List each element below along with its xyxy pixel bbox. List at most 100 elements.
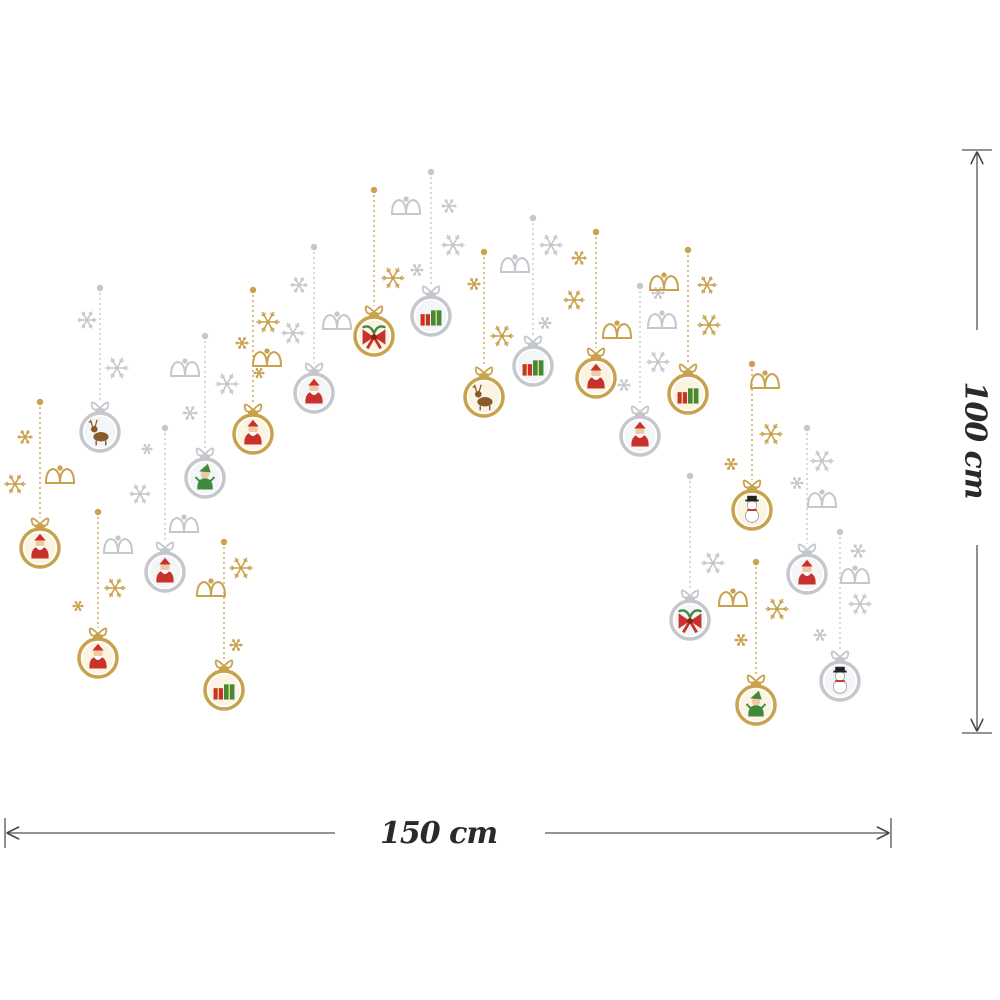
ornament-7-santa <box>232 286 274 455</box>
ornament-2-santa <box>19 398 61 569</box>
ornament-3-santa <box>77 508 119 679</box>
snowflake-icon-33 <box>759 423 783 445</box>
snowflake-icon-15 <box>235 337 249 349</box>
snowflake-icon-25 <box>538 317 552 329</box>
ornament-5-santa <box>144 424 186 593</box>
snowflake-icon-3 <box>17 430 33 444</box>
snowflake-icon-38 <box>765 598 789 620</box>
ornament-14-santa <box>619 282 661 457</box>
snowflake-icon-6 <box>141 443 153 455</box>
snowflake-icon-9 <box>215 373 239 395</box>
snowflake-icon-2 <box>105 357 129 379</box>
snowflake-icon-24 <box>539 234 563 256</box>
snowflake-icon-13 <box>256 311 280 333</box>
ornament-11-reindeer <box>463 248 505 418</box>
santa-icon <box>156 557 174 583</box>
snowflake-icon-34 <box>724 458 738 470</box>
ornament-16-snowman <box>731 360 773 531</box>
snowflake-icon-35 <box>810 450 834 472</box>
bells-icon-5 <box>195 578 227 597</box>
snowflake-icon-39 <box>734 634 748 646</box>
bells-icon-16 <box>839 565 871 584</box>
snowflake-icon-20 <box>441 199 457 213</box>
gifts-icon <box>677 388 699 404</box>
snowflake-icon-1 <box>77 311 97 329</box>
santa-icon <box>305 378 323 404</box>
gifts-icon <box>522 360 544 376</box>
ornament-layer <box>19 168 861 726</box>
snowflake-icon-21 <box>410 264 424 276</box>
snowflake-icon-28 <box>697 276 717 294</box>
snowflake-icon-36 <box>790 477 804 489</box>
bells-icon-9 <box>499 254 531 273</box>
snowflake-icon-17 <box>253 367 265 379</box>
height-dimension <box>962 149 992 734</box>
santa-icon <box>244 419 262 445</box>
santa-icon <box>587 363 605 389</box>
bells-icon-1 <box>44 465 76 484</box>
santa-icon <box>631 421 649 447</box>
santa-icon <box>89 643 107 669</box>
ornament-8-santa <box>293 243 335 414</box>
snowflake-icon-12 <box>229 639 243 651</box>
ornament-1-reindeer <box>79 284 121 453</box>
snowflake-icon-32 <box>651 287 665 299</box>
santa-icon <box>798 559 816 585</box>
bells-icon-2 <box>102 535 134 554</box>
bells-icon-3 <box>169 358 201 377</box>
bow-icon <box>362 325 386 350</box>
bells-icon-12 <box>646 310 678 329</box>
snowflake-icon-26 <box>571 251 587 265</box>
reindeer-icon <box>88 419 109 446</box>
snowman-icon <box>744 495 760 523</box>
snowflake-icon-8 <box>72 600 84 612</box>
snowflake-icon-14 <box>281 322 305 344</box>
snowflake-icon-4 <box>4 474 26 494</box>
snowflake-icon-30 <box>646 351 670 373</box>
snowman-icon <box>832 666 848 694</box>
ornament-10-gifts <box>410 168 452 337</box>
snowflake-icon-18 <box>381 267 405 289</box>
elf-icon <box>745 690 767 717</box>
width-dimension <box>4 818 892 848</box>
snowflake-icon-19 <box>441 234 465 256</box>
snowflake-icon-7 <box>104 578 126 598</box>
bells-icon-6 <box>251 348 283 367</box>
snowflake-icon-29 <box>697 314 721 336</box>
snowflake-icon-40 <box>848 593 872 615</box>
snowflake-icon-27 <box>563 290 585 310</box>
ornament-4-elf <box>184 332 226 499</box>
bells-icon-13 <box>749 370 781 389</box>
gifts-icon <box>213 684 235 700</box>
elf-icon <box>194 463 216 490</box>
bells-icon-8 <box>390 196 422 215</box>
bow-icon <box>678 609 702 634</box>
reindeer-icon <box>472 384 493 411</box>
bells-icon-4 <box>168 514 200 533</box>
snowflake-icon-11 <box>229 557 253 579</box>
bells-icon-10 <box>601 320 633 339</box>
gifts-icon <box>420 310 442 326</box>
decor-layer <box>4 196 872 651</box>
snowflake-icon-5 <box>129 484 151 504</box>
snowflake-icon-31 <box>617 379 631 391</box>
height-label: 100 cm <box>957 381 993 499</box>
santa-icon <box>31 533 49 559</box>
snowflake-icon-37 <box>701 552 725 574</box>
snowflake-icon-10 <box>182 406 198 420</box>
bells-icon-7 <box>321 311 353 330</box>
snowflake-icon-41 <box>813 629 827 641</box>
width-label: 150 cm <box>380 816 498 851</box>
ornament-13-santa <box>575 228 617 399</box>
ornament-20-snowman <box>819 528 861 702</box>
snowflake-icon-16 <box>290 277 308 293</box>
ornament-19-elf <box>735 558 777 726</box>
ornament-15-gifts <box>667 246 709 415</box>
bells-icon-14 <box>806 489 838 508</box>
snowflake-icon-22 <box>467 278 481 290</box>
ornament-18-santa <box>786 424 828 595</box>
bells-icon-11 <box>648 272 680 291</box>
ornament-9-bow <box>353 186 395 357</box>
